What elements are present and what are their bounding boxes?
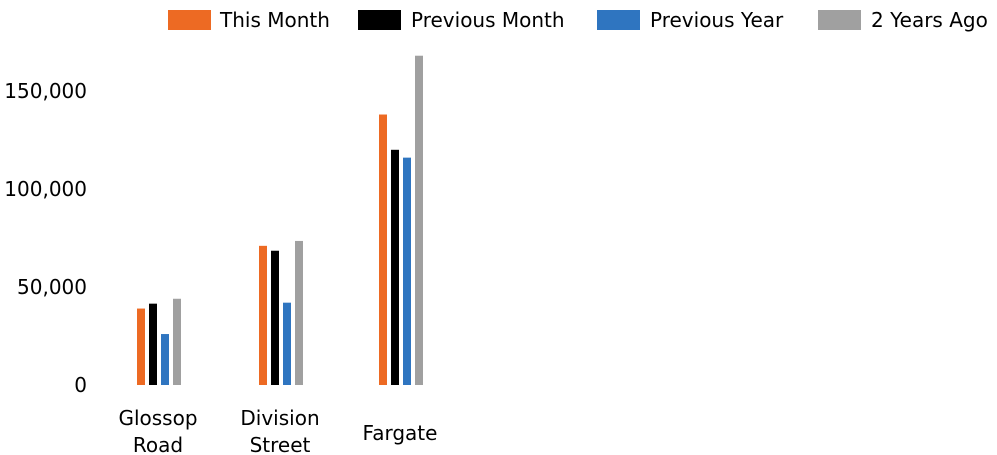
bar — [379, 114, 387, 386]
legend-item: Previous Month — [358, 8, 565, 32]
legend-swatch — [168, 10, 211, 30]
legend: This Month Previous Month Previous Year 2 Y… — [168, 8, 988, 32]
bar — [271, 250, 279, 385]
bar — [149, 303, 157, 385]
legend-label: This Month — [219, 8, 330, 32]
bar — [403, 157, 411, 385]
legend-label: Previous Year — [650, 8, 784, 32]
x-tick-label-line: Fargate — [363, 421, 438, 445]
bar — [415, 55, 423, 385]
legend-label: Previous Month — [411, 8, 565, 32]
legend-item: This Month — [168, 8, 330, 32]
x-tick-label: Fargate — [363, 421, 438, 445]
x-tick-label-line: Glossop — [118, 406, 197, 430]
legend-label: 2 Years Ago — [871, 8, 988, 32]
y-tick-label: 150,000 — [4, 79, 87, 103]
bar — [173, 298, 181, 385]
x-tick-label-line: Street — [250, 433, 311, 455]
x-tick-label-line: Division — [240, 406, 319, 430]
y-tick-label: 0 — [74, 373, 87, 397]
bar — [295, 240, 303, 385]
x-tick-label-line: Road — [133, 433, 183, 455]
legend-swatch — [818, 10, 861, 30]
bar — [283, 302, 291, 385]
y-tick-label: 100,000 — [4, 177, 87, 201]
legend-swatch — [358, 10, 401, 30]
bar — [161, 334, 169, 385]
bar — [391, 149, 399, 385]
legend-item: 2 Years Ago — [818, 8, 988, 32]
x-tick-label: Division Street — [240, 406, 319, 455]
legend-item: Previous Year — [597, 8, 784, 32]
x-axis: Glossop Road Division Street Fargate — [118, 406, 437, 455]
y-axis: 0 50,000 100,000 150,000 — [4, 79, 87, 397]
y-tick-label: 50,000 — [17, 275, 87, 299]
bar — [137, 308, 145, 385]
bars — [137, 55, 423, 386]
legend-swatch — [597, 10, 640, 30]
bar — [259, 245, 267, 385]
x-tick-label: Glossop Road — [118, 406, 197, 455]
